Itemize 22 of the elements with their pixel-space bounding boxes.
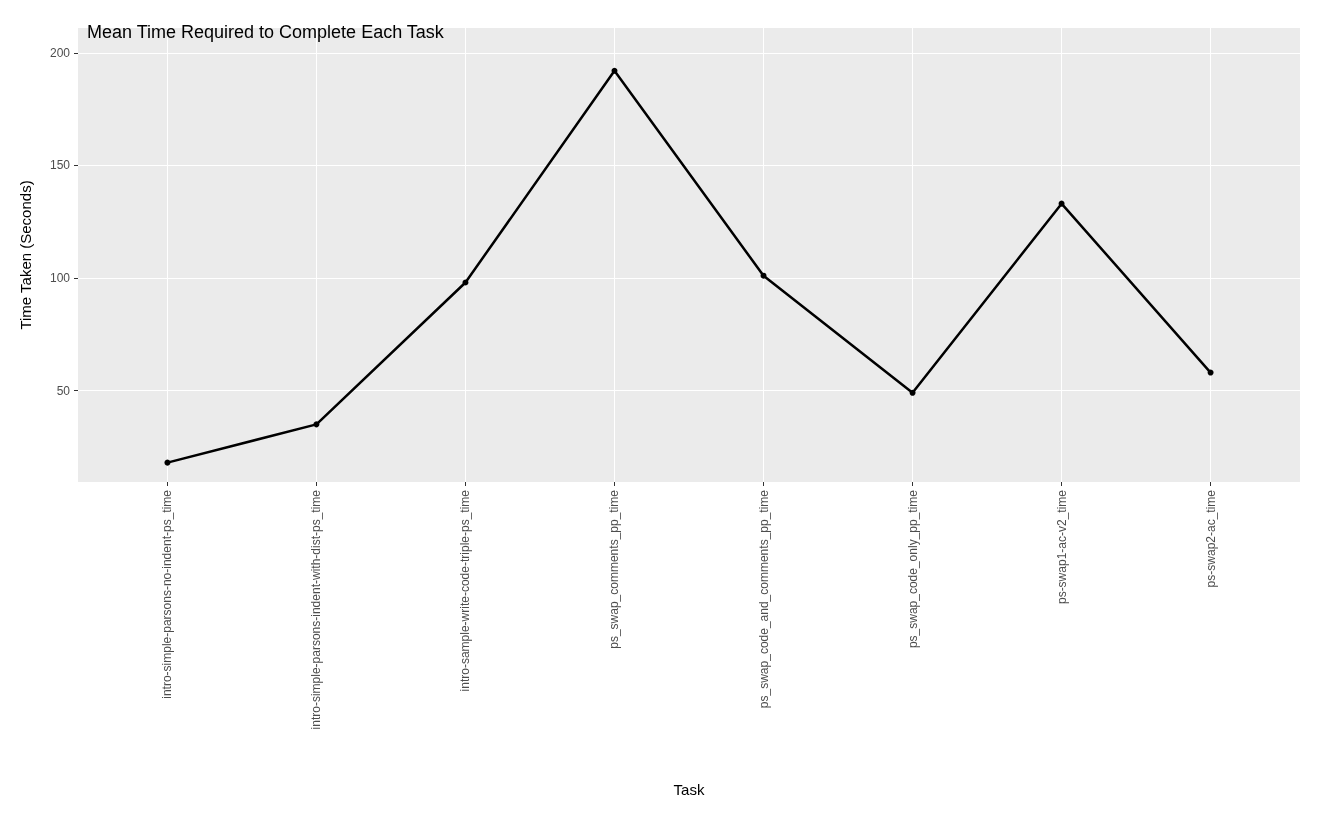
x-tick-label: intro-simple-parsons-indent-with-dist-ps_time (309, 489, 324, 730)
x-tick-label: intro-sample-write-code-triple-ps_time (458, 489, 473, 692)
y-tick-label: 150 (49, 158, 71, 173)
x-tick-label: ps-swap2-ac_time (1203, 489, 1218, 588)
point (611, 67, 618, 74)
x-tick-label: ps_swap_comments_pp_time (607, 489, 622, 649)
point (462, 279, 469, 286)
y-tick-label: 200 (49, 45, 71, 60)
point (313, 421, 320, 428)
x-tick-label: ps_swap_code_only_pp_time (905, 489, 920, 649)
point (1207, 369, 1214, 376)
y-tick-label: 100 (49, 270, 71, 285)
x-tick-label: ps_swap_code_and_comments_pp_time (756, 489, 771, 709)
y-tick-label: 50 (56, 383, 71, 398)
x-axis-title: Task (673, 781, 705, 798)
point (164, 459, 171, 466)
y-axis-title: Time Taken (Seconds) (17, 180, 34, 330)
chart-title: Mean Time Required to Complete Each Task (87, 22, 445, 42)
x-tick-label: intro-simple-parsons-no-indent-ps_time (160, 489, 175, 699)
point (909, 389, 916, 396)
point (760, 272, 767, 279)
x-tick-label: ps-swap1-ac-v2_time (1054, 489, 1069, 605)
